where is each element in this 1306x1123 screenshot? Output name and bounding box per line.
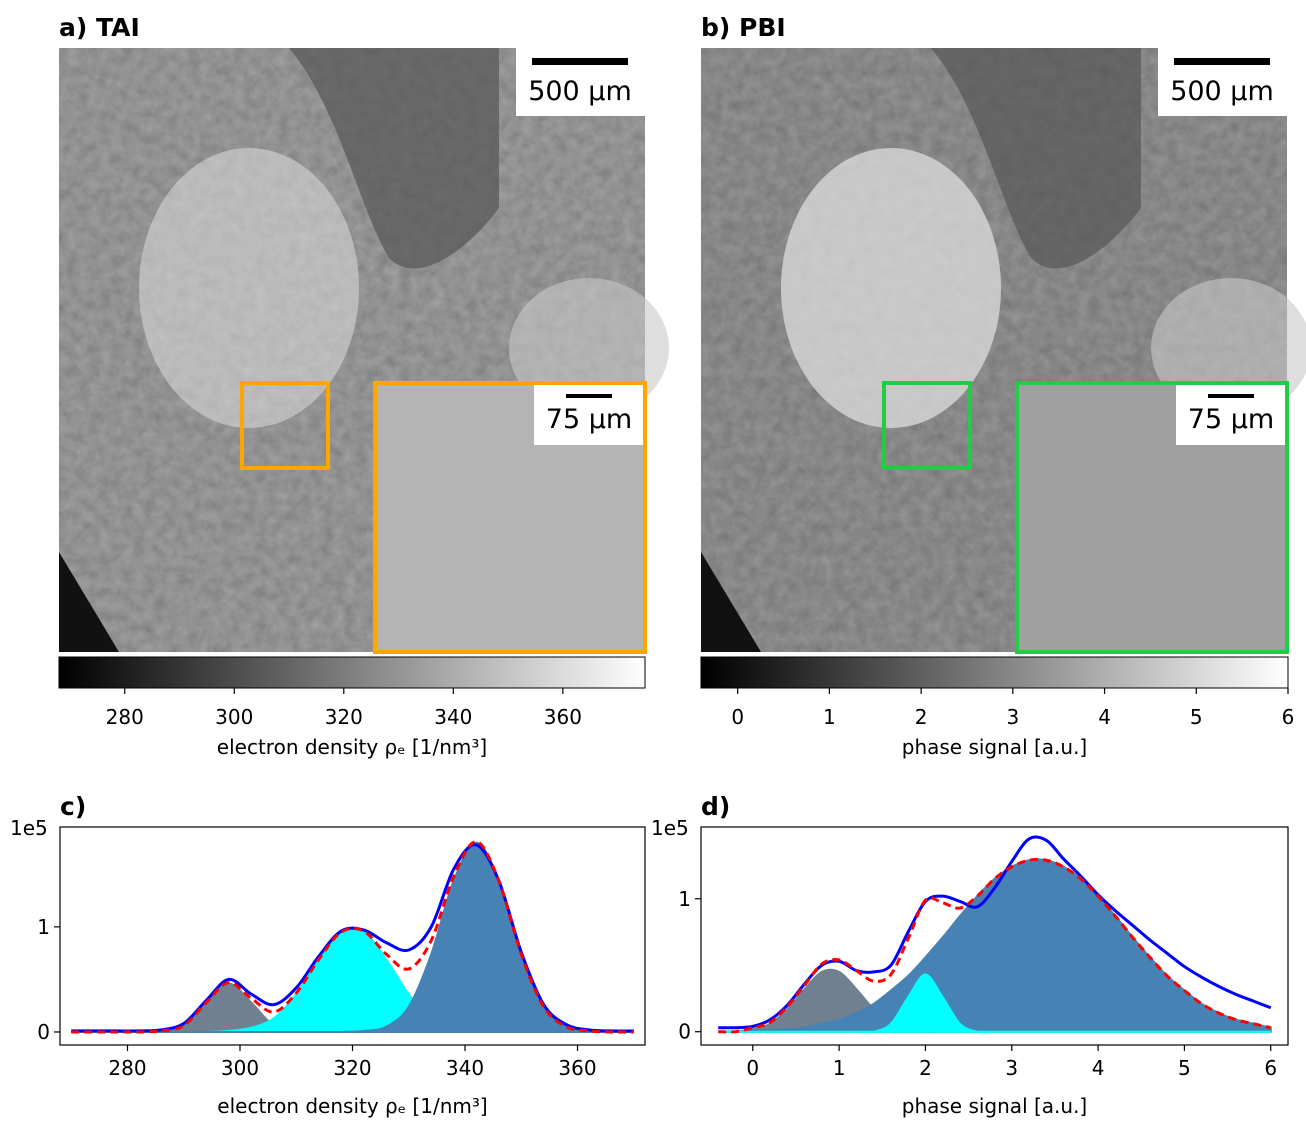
x-tick-label: 4 (1092, 1056, 1105, 1080)
colorbar-tick-label: 320 (325, 705, 363, 729)
x-tick-label: 6 (1264, 1056, 1277, 1080)
colorbar-tick-label: 0 (731, 705, 744, 729)
axis-offset-text: 1e5 (10, 816, 48, 840)
x-tick-label: 3 (1005, 1056, 1018, 1080)
colorbar-tick-label: 5 (1190, 705, 1203, 729)
inset-scale-bar (1208, 394, 1254, 398)
plot-area (718, 837, 1270, 1032)
panel-title: c) (60, 792, 86, 821)
colorbar-tick-label: 360 (544, 705, 582, 729)
x-tick-label: 2 (919, 1056, 932, 1080)
micrograph (59, 48, 669, 652)
x-tick-label: 1 (833, 1056, 846, 1080)
colorbar-tick-label: 300 (215, 705, 253, 729)
colorbar-tick-label: 3 (1006, 705, 1019, 729)
colorbar-tick-label: 340 (434, 705, 472, 729)
colorbar (59, 657, 645, 688)
y-tick-label: 1 (678, 887, 691, 911)
x-tick-label: 360 (558, 1056, 596, 1080)
scale-bar-label: 500 µm (1170, 76, 1274, 107)
x-tick-label: 300 (221, 1056, 259, 1080)
figure: a) TAI500 µm75 µm280300320340360electron… (0, 0, 1306, 1119)
colorbar-tick-label: 1 (823, 705, 836, 729)
y-tick-label: 1 (37, 915, 50, 939)
y-tick-label: 0 (37, 1020, 50, 1044)
colorbar-tick-label: 4 (1098, 705, 1111, 729)
colorbar-label: electron density ρₑ [1/nm³] (217, 735, 487, 759)
x-tick-label: 5 (1178, 1056, 1191, 1080)
x-tick-label: 320 (333, 1056, 371, 1080)
y-tick-label: 0 (678, 1020, 691, 1044)
inset-scale-bar-label: 75 µm (546, 404, 632, 435)
scale-bar-label: 500 µm (528, 76, 632, 107)
colorbar (701, 657, 1288, 688)
colorbar-tick-label: 2 (915, 705, 928, 729)
scale-bar (532, 58, 628, 65)
panel-title: d) (701, 792, 730, 821)
x-axis-label: phase signal [a.u.] (902, 1094, 1087, 1118)
colorbar-tick-label: 6 (1282, 705, 1295, 729)
x-tick-label: 340 (446, 1056, 484, 1080)
inset-scale-bar-label: 75 µm (1188, 404, 1274, 435)
colorbar-label: phase signal [a.u.] (902, 735, 1087, 759)
x-axis-label: electron density ρₑ [1/nm³] (217, 1094, 487, 1118)
x-tick-label: 0 (746, 1056, 759, 1080)
panel-title: a) TAI (59, 13, 140, 42)
axis-offset-text: 1e5 (651, 816, 689, 840)
x-tick-label: 280 (108, 1056, 146, 1080)
plot-area (71, 842, 634, 1032)
micrograph (701, 48, 1306, 652)
panel-title: b) PBI (701, 13, 786, 42)
scale-bar (1174, 58, 1270, 65)
inset-scale-bar (566, 394, 612, 398)
colorbar-tick-label: 280 (106, 705, 144, 729)
